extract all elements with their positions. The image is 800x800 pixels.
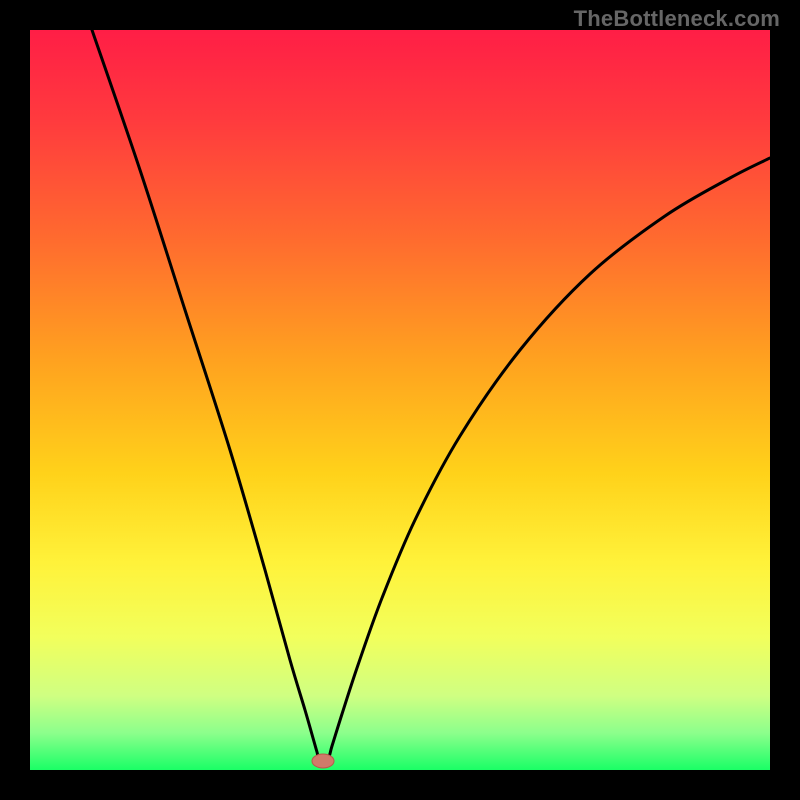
plot-svg bbox=[30, 30, 770, 770]
minimum-marker bbox=[312, 754, 334, 768]
plot-area bbox=[30, 30, 770, 770]
watermark-text: TheBottleneck.com bbox=[574, 6, 780, 32]
gradient-background bbox=[30, 30, 770, 770]
chart-frame: TheBottleneck.com bbox=[0, 0, 800, 800]
